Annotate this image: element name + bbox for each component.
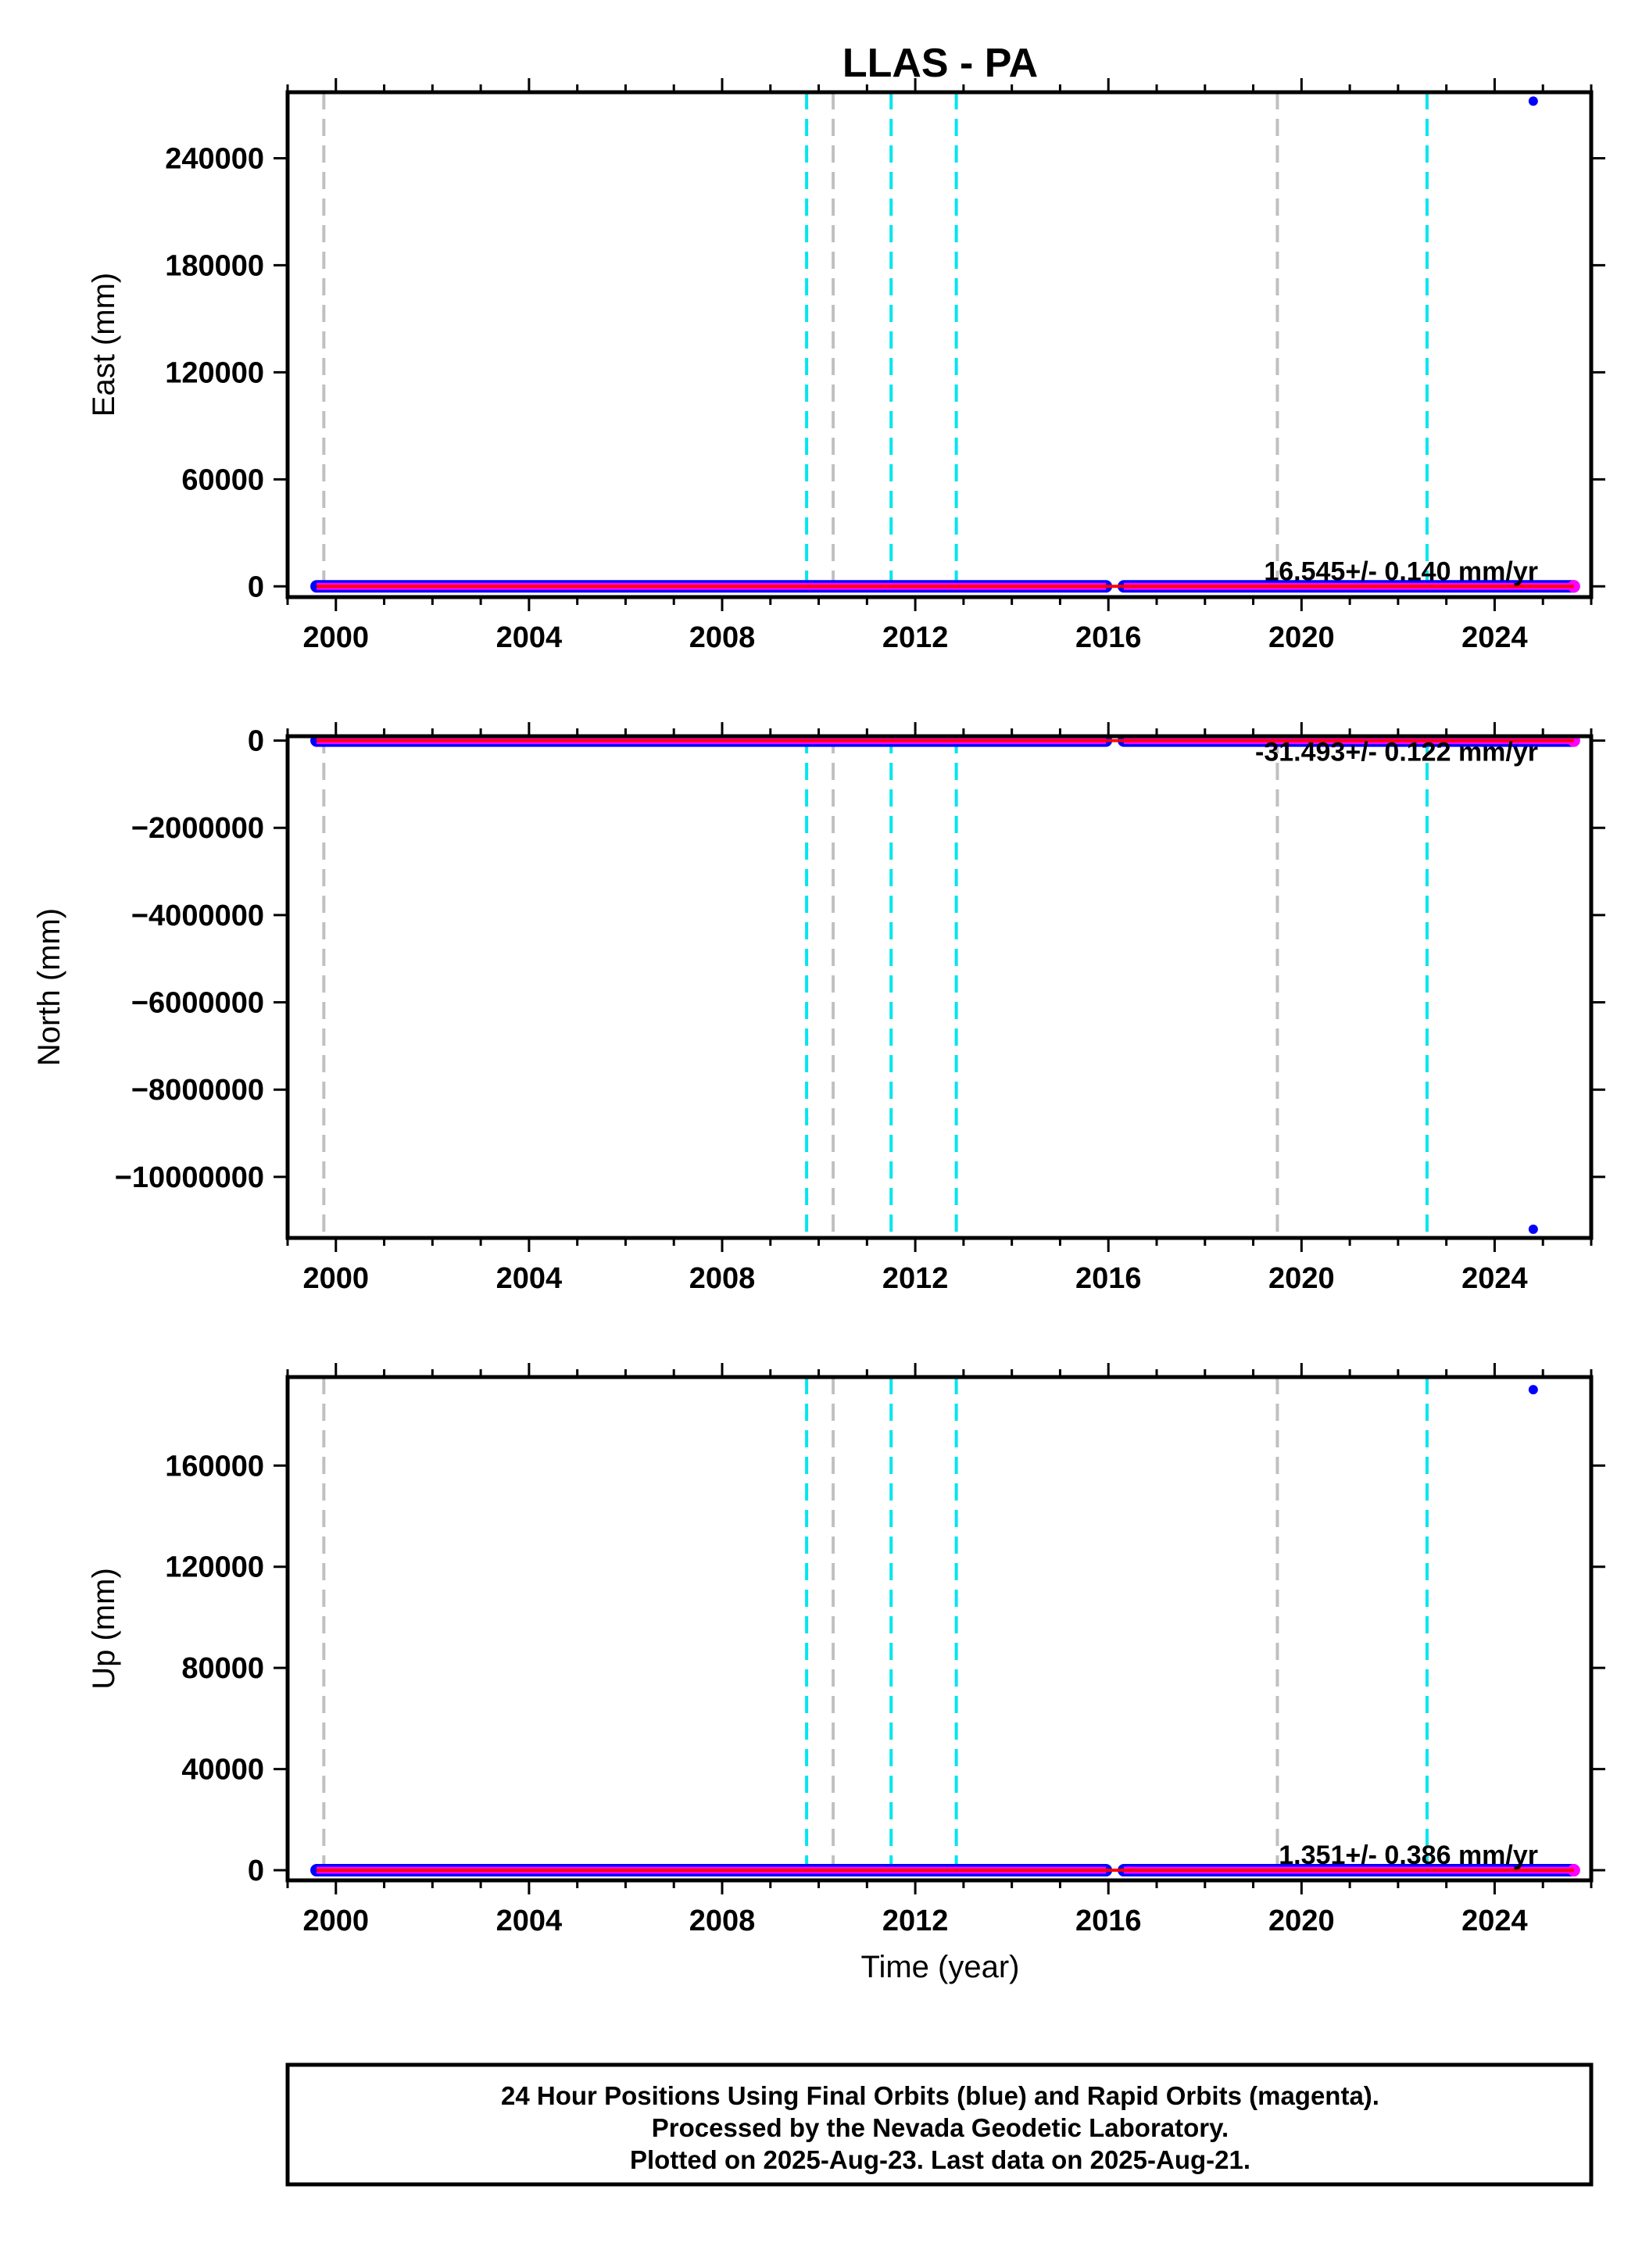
plot-frame xyxy=(285,90,1594,599)
y-tick-label: −10000000 xyxy=(115,1161,264,1194)
y-tick-label: −4000000 xyxy=(131,900,264,932)
x-tick-label: 2024 xyxy=(1461,621,1528,654)
plot-frame xyxy=(285,734,1594,1240)
plot-frame xyxy=(285,1375,1594,1883)
velocity-label: 1.351+/- 0.386 mm/yr xyxy=(1279,1841,1538,1870)
x-tick-label: 2000 xyxy=(303,621,370,654)
y-tick-label: 0 xyxy=(248,725,264,758)
east-panel: 2000 2004 2008 2012 2016 2020 2024 0 60000 120000… xyxy=(87,78,1605,654)
y-tick-label: 0 xyxy=(248,1855,264,1887)
y-tick-label: 40000 xyxy=(181,1754,264,1787)
y-tick-label: 160000 xyxy=(165,1450,264,1483)
y-tick-label: 0 xyxy=(248,571,264,603)
outlier-point xyxy=(1528,96,1538,106)
y-tick-label: 80000 xyxy=(181,1652,264,1685)
x-tick-label: 2008 xyxy=(689,1905,756,1937)
y-tick-label: 240000 xyxy=(165,142,264,175)
x-tick-label: 2024 xyxy=(1461,1262,1528,1295)
y-axis-label: Up (mm) xyxy=(87,1568,121,1690)
x-tick-label: 2012 xyxy=(882,1905,949,1937)
x-axis-label: Time (year) xyxy=(861,1950,1020,1984)
x-tick-label: 2012 xyxy=(882,621,949,654)
x-tick-label: 2020 xyxy=(1268,621,1335,654)
y-tick-label: −6000000 xyxy=(131,987,264,1020)
x-tick-label: 2016 xyxy=(1075,1905,1142,1937)
y-tick-label: −8000000 xyxy=(131,1074,264,1107)
y-tick-label: 120000 xyxy=(165,1551,264,1584)
x-tick-label: 2004 xyxy=(496,1905,563,1937)
x-tick-label: 2008 xyxy=(689,1262,756,1295)
y-tick-label: −2000000 xyxy=(131,812,264,845)
x-tick-label: 2004 xyxy=(496,621,563,654)
footer-line-1: 24 Hour Positions Using Final Orbits (bl… xyxy=(501,2081,1379,2110)
y-tick-label: 60000 xyxy=(181,463,264,496)
up-panel: 2000 2004 2008 2012 2016 2020 2024 0 40000 80000 1… xyxy=(87,1363,1605,1937)
x-tick-label: 2000 xyxy=(303,1262,370,1295)
footer-line-3: Plotted on 2025-Aug-23. Last data on 202… xyxy=(630,2145,1250,2174)
x-tick-label: 2016 xyxy=(1075,1262,1142,1295)
x-tick-label: 2008 xyxy=(689,621,756,654)
outlier-point xyxy=(1528,1385,1538,1395)
footer-line-2: Processed by the Nevada Geodetic Laborat… xyxy=(652,2113,1229,2142)
north-panel: 2000 2004 2008 2012 2016 2020 2024 0 −2000000 −40… xyxy=(32,722,1605,1295)
y-tick-label: 120000 xyxy=(165,356,264,389)
footer-box: 24 Hour Positions Using Final Orbits (bl… xyxy=(285,2062,1594,2187)
y-axis-label: East (mm) xyxy=(87,273,121,417)
figure-title: LLAS - PA xyxy=(842,41,1038,86)
x-tick-label: 2004 xyxy=(496,1262,563,1295)
y-tick-label: 180000 xyxy=(165,249,264,282)
x-tick-label: 2000 xyxy=(303,1905,370,1937)
x-tick-label: 2024 xyxy=(1461,1905,1528,1937)
x-tick-label: 2016 xyxy=(1075,621,1142,654)
outlier-point xyxy=(1528,1224,1538,1234)
x-tick-label: 2020 xyxy=(1268,1262,1335,1295)
y-axis-label: North (mm) xyxy=(32,908,66,1066)
x-tick-label: 2020 xyxy=(1268,1905,1335,1937)
velocity-label: 16.545+/- 0.140 mm/yr xyxy=(1264,556,1538,586)
velocity-label: -31.493+/- 0.122 mm/yr xyxy=(1255,738,1538,767)
x-tick-label: 2012 xyxy=(882,1262,949,1295)
